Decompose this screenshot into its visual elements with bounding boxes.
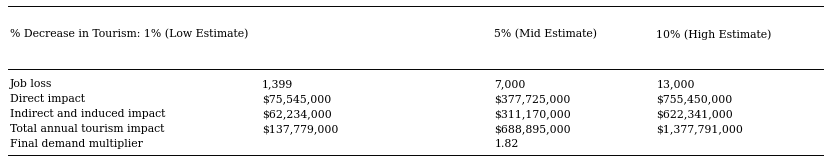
Text: Final demand multiplier: Final demand multiplier (10, 139, 143, 149)
Text: 7,000: 7,000 (494, 79, 526, 89)
Text: % Decrease in Tourism: 1% (Low Estimate): % Decrease in Tourism: 1% (Low Estimate) (10, 29, 248, 40)
Text: $311,170,000: $311,170,000 (494, 109, 571, 119)
Text: 13,000: 13,000 (656, 79, 695, 89)
Text: $1,377,791,000: $1,377,791,000 (656, 124, 744, 134)
Text: 5% (Mid Estimate): 5% (Mid Estimate) (494, 29, 597, 40)
Text: Direct impact: Direct impact (10, 94, 85, 104)
Text: $622,341,000: $622,341,000 (656, 109, 733, 119)
Text: $137,779,000: $137,779,000 (262, 124, 338, 134)
Text: 1,399: 1,399 (262, 79, 293, 89)
Text: $688,895,000: $688,895,000 (494, 124, 571, 134)
Text: $75,545,000: $75,545,000 (262, 94, 331, 104)
Text: $62,234,000: $62,234,000 (262, 109, 332, 119)
Text: $377,725,000: $377,725,000 (494, 94, 571, 104)
Text: Total annual tourism impact: Total annual tourism impact (10, 124, 165, 134)
Text: 1.82: 1.82 (494, 139, 519, 149)
Text: Job loss: Job loss (10, 79, 52, 89)
Text: Indirect and induced impact: Indirect and induced impact (10, 109, 165, 119)
Text: $755,450,000: $755,450,000 (656, 94, 733, 104)
Text: 10% (High Estimate): 10% (High Estimate) (656, 29, 772, 40)
